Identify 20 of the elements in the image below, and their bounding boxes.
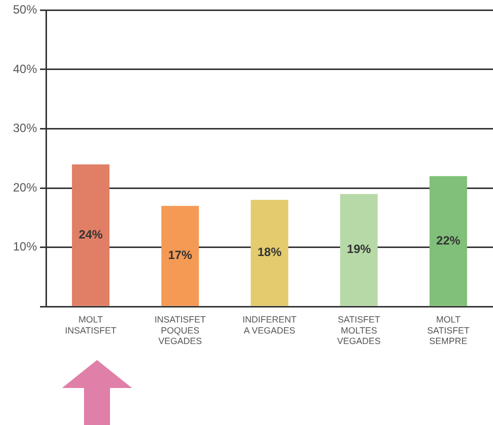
x-tick-label: MOLT SATISFET SEMPRE [427,314,470,346]
data-label: 19% [346,242,372,256]
data-label: 24% [78,227,104,242]
x-tick-label: SATISFET MOLTES VEGADES [337,314,381,346]
y-tick-label: 50% [12,2,38,17]
x-tick-label: MOLT INSATISFET [65,314,117,336]
bar [161,206,199,306]
data-label: 17% [168,248,192,262]
y-tick-label: 30% [12,121,38,136]
bar [340,194,378,306]
bar [72,164,110,306]
x-tick-label: INDIFERENT A VEGADES [242,314,298,336]
y-tick-label: 20% [12,180,38,194]
bar [250,200,288,306]
data-label: 22% [436,233,461,248]
y-tick-label: 10% [12,240,38,254]
data-label: 18% [257,245,282,260]
bar [430,176,468,306]
y-tick-label: 40% [12,62,38,76]
x-tick-label: INSATISFET POQUES VEGADES [154,314,206,346]
